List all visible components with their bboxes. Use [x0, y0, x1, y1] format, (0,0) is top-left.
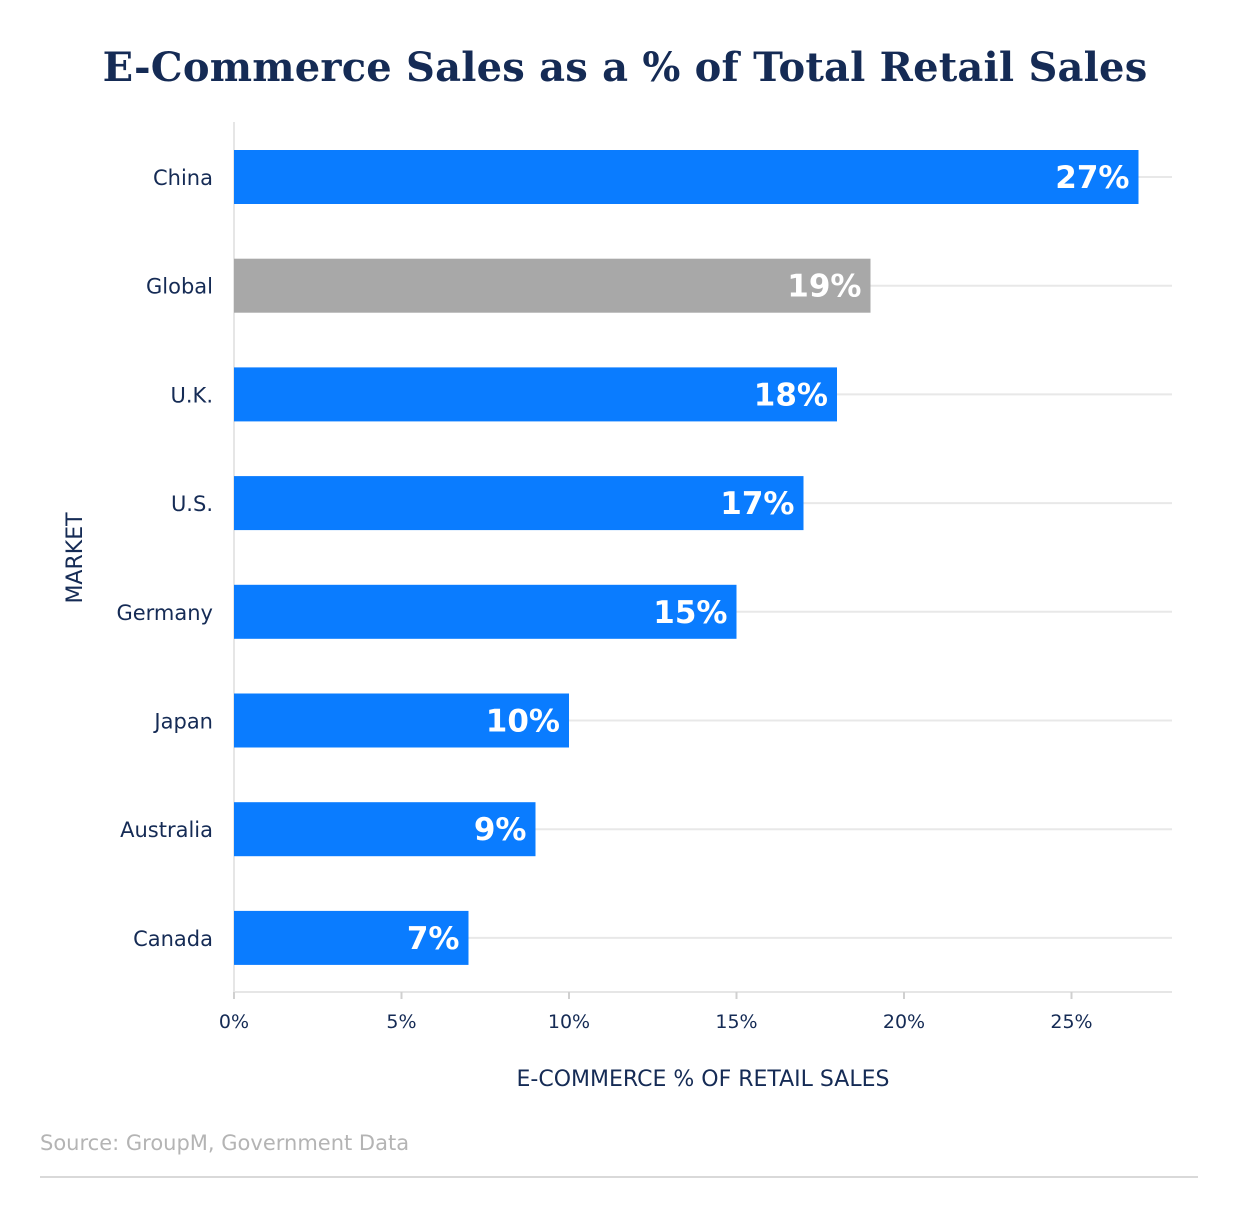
- bar-data-label: 10%: [486, 704, 560, 740]
- bar: [234, 150, 1139, 204]
- bar-data-label: 19%: [787, 269, 861, 305]
- category-label: Japan: [152, 710, 213, 734]
- category-label: Germany: [116, 601, 213, 625]
- x-tick-label: 15%: [715, 1011, 757, 1033]
- category-label: Canada: [133, 927, 213, 951]
- bar-data-label: 9%: [474, 812, 527, 848]
- bar-data-label: 17%: [720, 486, 794, 522]
- source-note: Source: GroupM, Government Data: [40, 1131, 410, 1155]
- bar-data-label: 7%: [407, 921, 460, 957]
- category-label: U.S.: [171, 492, 213, 516]
- bar-data-label: 15%: [653, 595, 727, 631]
- bar: [234, 910, 469, 965]
- x-axis-title: E-COMMERCE % OF RETAIL SALES: [517, 1067, 890, 1092]
- bar: [234, 802, 536, 857]
- bar: [234, 258, 871, 313]
- category-label: U.K.: [171, 383, 214, 407]
- x-tick-label: 5%: [386, 1011, 416, 1033]
- x-tick-label: 20%: [883, 1011, 925, 1033]
- bar-data-label: 18%: [754, 377, 828, 413]
- chart-title: E-Commerce Sales as a % of Total Retail …: [102, 44, 1148, 91]
- y-axis-title: MARKET: [63, 512, 88, 604]
- category-label: Global: [146, 275, 213, 299]
- bar: [234, 476, 804, 531]
- bar: [234, 693, 569, 748]
- category-label: China: [153, 166, 213, 190]
- x-tick-label: 10%: [548, 1011, 590, 1033]
- category-label: Australia: [120, 818, 213, 842]
- bar: [234, 367, 837, 422]
- bar-data-label: 27%: [1055, 160, 1129, 196]
- bar: [234, 584, 737, 639]
- x-tick-label: 25%: [1050, 1011, 1092, 1033]
- footer-divider: [40, 1176, 1198, 1178]
- x-tick-label: 0%: [219, 1011, 249, 1033]
